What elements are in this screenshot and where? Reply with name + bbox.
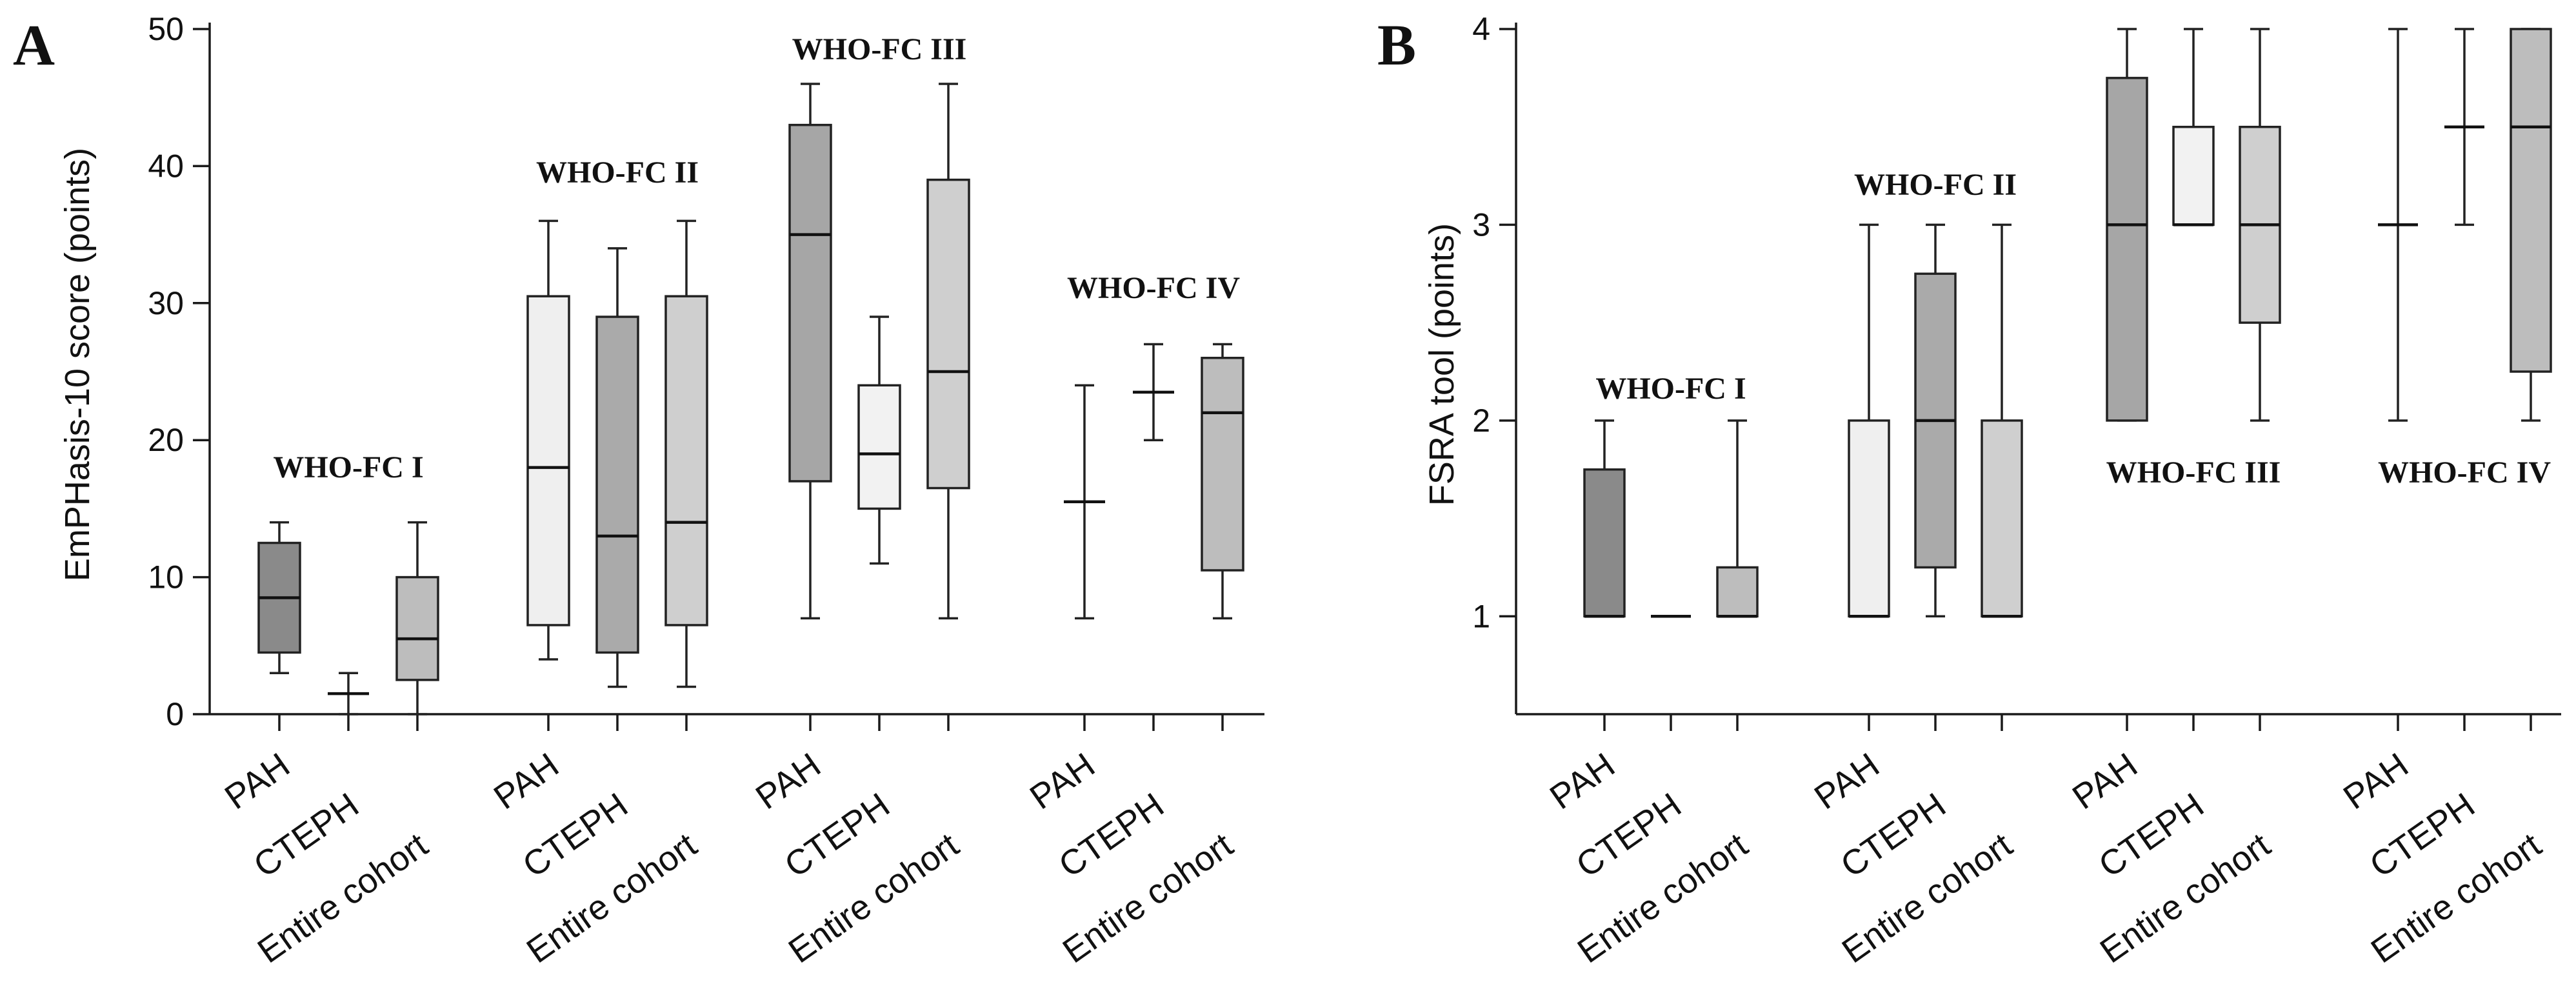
panel-b-box-pah: [1583, 468, 1626, 618]
panel-a-category-label: PAH: [218, 746, 297, 817]
panel-a-y-tick-label: 10: [148, 559, 184, 595]
panel-a-group-label: WHO-FC I: [273, 450, 423, 485]
panel-b-category-label: PAH: [2066, 746, 2144, 817]
panel-b-y-axis-title: FSRA tool (points): [1423, 223, 1461, 506]
panel-a-box-entire-cohort: [1201, 357, 1244, 572]
panel-a-box-entire-cohort: [664, 295, 708, 626]
panel-a-group-label: WHO-FC III: [792, 32, 967, 66]
panel-b-group-label: WHO-FC IV: [2378, 455, 2551, 490]
panel-b-category-label: PAH: [1543, 746, 1622, 817]
panel-b-box-pah: [2106, 77, 2148, 422]
panel-a-group-label: WHO-FC II: [536, 155, 699, 190]
panel-b-group-label: WHO-FC I: [1595, 372, 1746, 406]
panel-a-box-cteph: [857, 384, 901, 510]
panel-a-category-label: PAH: [1023, 746, 1102, 817]
panel-a-y-tick-label: 40: [148, 148, 184, 184]
panel-a-group-label: WHO-FC IV: [1067, 271, 1240, 305]
panel-a-box-entire-cohort: [926, 178, 970, 490]
panel-b-box-entire-cohort: [1981, 419, 2023, 618]
panel-b-group-label: WHO-FC II: [1854, 168, 2017, 202]
panel-b-y-tick-label: 2: [1472, 403, 1490, 439]
panel-a-y-tick-label: 30: [148, 285, 184, 321]
panel-a-y-tick-label: 20: [148, 422, 184, 458]
panel-b-group-label: WHO-FC III: [2106, 455, 2281, 490]
panel-b-box-cteph: [2172, 125, 2215, 226]
panel-a-category-label: PAH: [487, 746, 566, 817]
panel-a-box-cteph: [595, 315, 639, 654]
panel-a-box-entire-cohort: [395, 575, 439, 681]
panel-a-box-pah: [788, 123, 832, 483]
panel-b-letter: B: [1377, 14, 1416, 77]
panel-b-y-tick-label: 4: [1472, 11, 1490, 47]
panel-a-category-label: PAH: [749, 746, 828, 817]
panel-b-y-tick-label: 1: [1472, 598, 1490, 634]
panel-a-y-tick-label: 0: [166, 696, 184, 732]
panel-b-box-entire-cohort: [2510, 28, 2552, 373]
panel-b-category-label: PAH: [2337, 746, 2415, 817]
panel-a-y-tick-label: 50: [148, 11, 184, 47]
panel-b-category-label: PAH: [1808, 746, 1886, 817]
panel-a-box-pah: [526, 295, 570, 626]
panel-a-y-axis-title: EmPHasis-10 score (points): [58, 148, 97, 581]
panel-a-letter: A: [13, 14, 55, 77]
panel-b-box-pah: [1848, 419, 1890, 618]
panel-b-y-tick-label: 3: [1472, 206, 1490, 243]
panel-b-box-entire-cohort: [1716, 566, 1759, 618]
